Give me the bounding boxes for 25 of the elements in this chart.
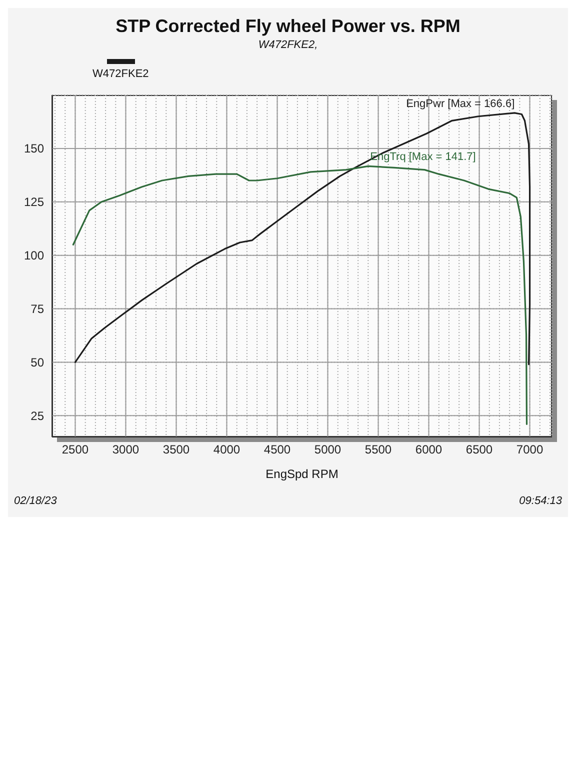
y-tick-label: 25 — [30, 408, 44, 423]
x-axis-title: EngSpd RPM — [264, 467, 340, 481]
x-tick-label: 4500 — [264, 442, 291, 457]
text: W472FKE2 — [92, 68, 150, 80]
chart-subtitle: W472FKE2, — [257, 39, 319, 51]
x-tick-label: 3000 — [112, 442, 140, 457]
text: 02/18/23 — [14, 495, 57, 507]
text: 09:54:13 — [519, 495, 562, 507]
x-tick-label: 6500 — [466, 442, 493, 457]
line-series — [74, 112, 531, 366]
x-tick-label: 6000 — [415, 442, 442, 457]
x-tick-label: 7000 — [516, 442, 544, 457]
y-tick-label: 50 — [30, 355, 44, 370]
x-tick-label: 4000 — [213, 442, 240, 457]
x-tick-label: 5500 — [364, 442, 392, 457]
series-label: EngPwr [Max = 166.6] — [406, 98, 515, 110]
y-tick-label: 100 — [24, 248, 44, 263]
x-tick-label: 2500 — [62, 442, 89, 457]
line-series — [72, 165, 528, 425]
y-tick-label: 150 — [24, 142, 44, 156]
chart-title: STP Corrected Fly wheel Power vs. RPM — [114, 15, 462, 37]
y-tick-label: 75 — [30, 302, 44, 316]
x-tick-label: 3500 — [162, 442, 190, 457]
y-tick-label: 125 — [24, 195, 44, 210]
x-tick-label: 5000 — [314, 442, 342, 457]
